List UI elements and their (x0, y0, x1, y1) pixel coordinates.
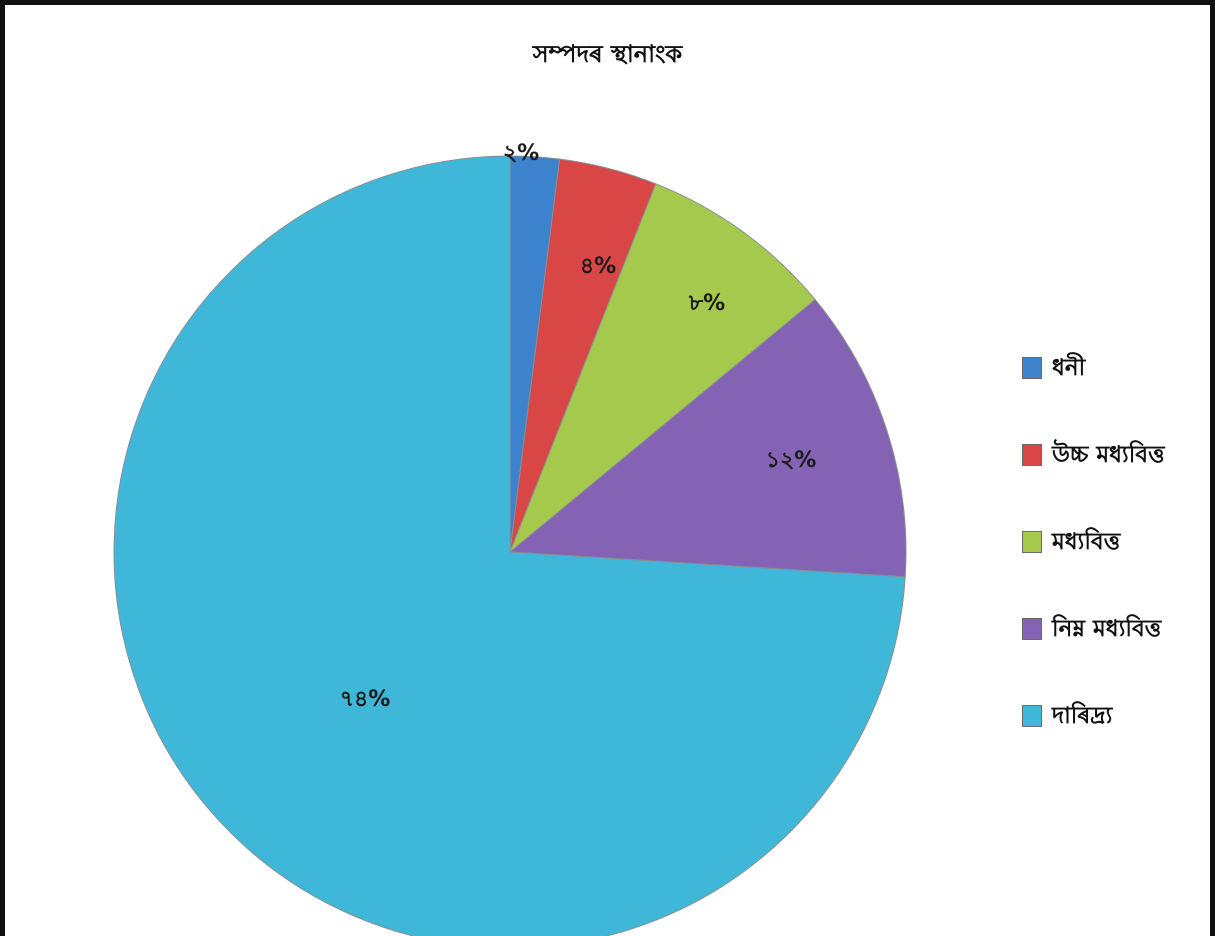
legend-swatch (1022, 357, 1042, 379)
pie-slice-poverty (113, 155, 906, 936)
legend-item-rich: ধনী (1022, 346, 1165, 390)
legend-item-upper-middle: উচ্চ মধ্যবিত্ত (1022, 433, 1165, 477)
legend: ধনী উচ্চ মধ্যবিত্ত মধ্যবিত্ত নিম্ন মধ্যব… (1022, 346, 1165, 781)
legend-item-middle: মধ্যবিত্ত (1022, 520, 1165, 564)
chart-title: সম্পদৰ স্থানাংক (532, 40, 683, 68)
slice-label-rich: ২% (503, 141, 539, 166)
slice-label-poverty: ৭৪% (340, 687, 391, 712)
pie-slice-lower-middle (508, 298, 907, 578)
legend-item-poverty: দাৰিদ্র্য (1022, 694, 1165, 738)
legend-label: উচ্চ মধ্যবিত্ত (1052, 441, 1165, 468)
slice-label-middle: ৮% (688, 291, 725, 316)
slice-label-lower-middle: ১২% (766, 448, 817, 473)
legend-item-lower-middle: নিম্ন মধ্যবিত্ত (1022, 607, 1165, 651)
slice-labels: ২% ৪% ৮% ১২% ৭৪% (340, 141, 817, 712)
slice-label-upper-middle: ৪% (580, 254, 616, 279)
legend-label: দাৰিদ্র্য (1052, 702, 1113, 729)
legend-swatch (1022, 531, 1042, 553)
legend-swatch (1022, 618, 1042, 640)
legend-swatch (1022, 705, 1042, 727)
pie-slices (113, 155, 907, 936)
legend-label: ধনী (1052, 354, 1086, 381)
legend-swatch (1022, 444, 1042, 466)
legend-label: নিম্ন মধ্যবিত্ত (1052, 615, 1162, 642)
pie-slice-middle (509, 183, 816, 553)
legend-label: মধ্যবিত্ত (1052, 528, 1121, 555)
